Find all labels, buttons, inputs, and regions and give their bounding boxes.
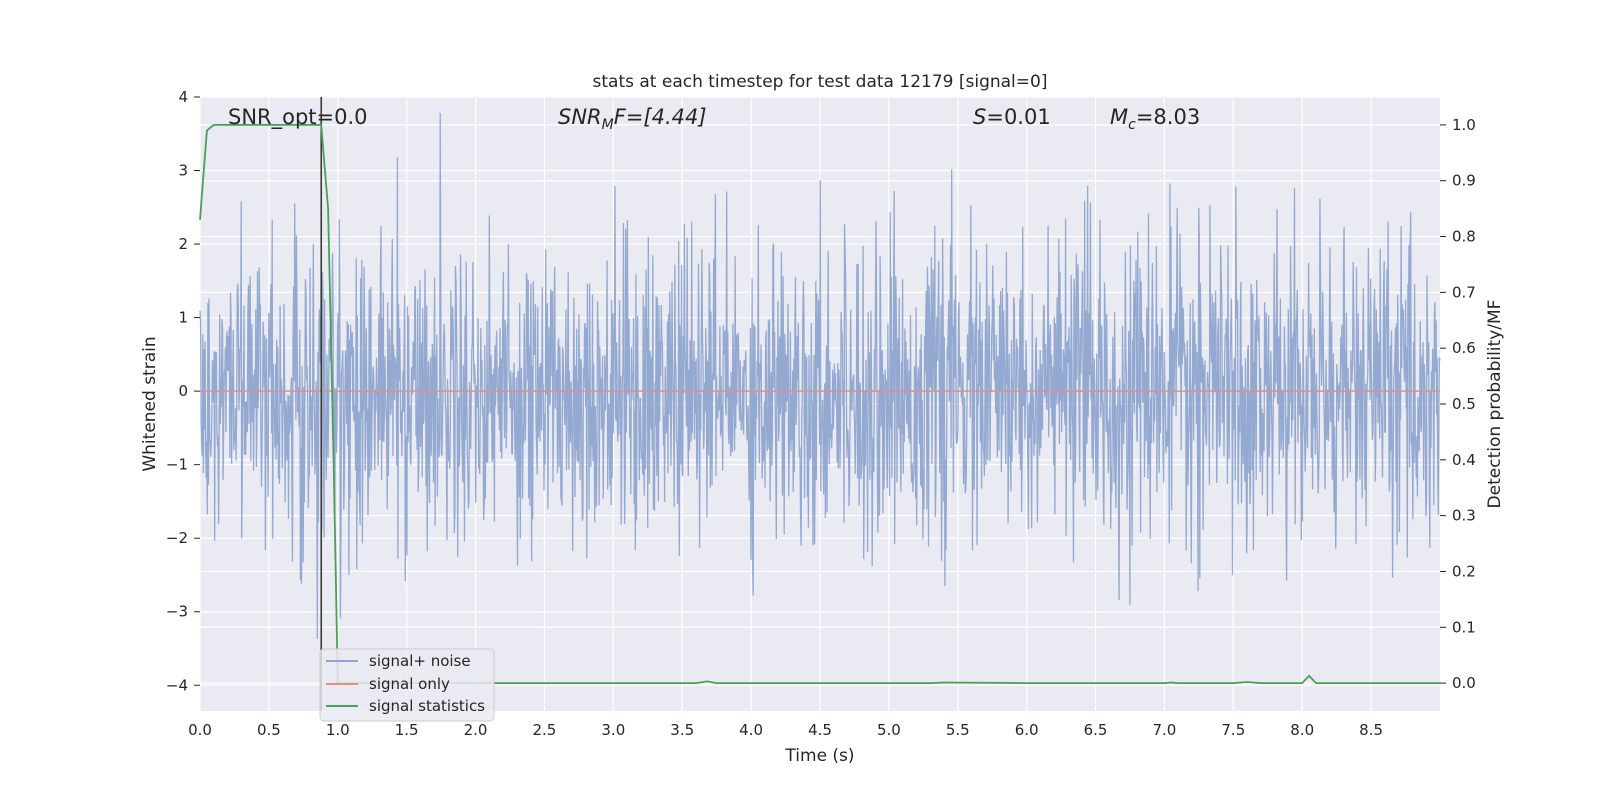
y-tick-label: 3 — [178, 162, 188, 180]
y-tick-label: −2 — [166, 529, 188, 547]
y-tick-labels: 4 3 2 1 0 −1 −2 −3 −4 — [166, 88, 200, 694]
x-tick-label: 7.5 — [1221, 721, 1245, 739]
x-tick-label: 2.0 — [464, 721, 488, 739]
y-axis-label: Whitened strain — [140, 336, 160, 471]
x-tick-label: 6.5 — [1084, 721, 1108, 739]
x-tick-label: 1.0 — [326, 721, 350, 739]
x-tick-label: 0.0 — [188, 721, 212, 739]
right-y-tick-label: 0.3 — [1452, 507, 1476, 525]
legend-box — [319, 648, 495, 722]
right-y-tick-label: 0.8 — [1452, 228, 1476, 246]
x-tick-label: 0.5 — [257, 721, 281, 739]
y-tick-label: 1 — [178, 309, 188, 327]
right-y-tick-label: 0.4 — [1452, 451, 1476, 469]
legend: signal+ noise signal only signal statist… — [319, 648, 495, 722]
right-y-tick-label: 1.0 — [1452, 116, 1476, 134]
right-y-tick-label: 0.7 — [1452, 283, 1476, 301]
x-tick-labels: 0.0 0.5 1.0 1.5 2.0 2.5 3.0 3.5 4.0 4.5 5.0 5.5 6.0 6… — [188, 721, 1383, 739]
right-y-tick-label: 0.2 — [1452, 562, 1476, 580]
x-tick-label: 4.5 — [808, 721, 832, 739]
series-signal-statistics — [199, 124, 1440, 684]
right-y-tick-label: 0.5 — [1452, 395, 1476, 413]
right-y-tick-label: 0.6 — [1452, 339, 1476, 357]
x-tick-label: 2.5 — [533, 721, 557, 739]
legend-label-signal-statistics: signal statistics — [369, 697, 485, 715]
y-tick-label: −1 — [166, 456, 188, 474]
annotation-snr-opt: SNR_opt=0.0 — [228, 105, 368, 130]
signal-plus-noise-trace — [199, 112, 1441, 640]
right-y-tick-label: 0.1 — [1452, 618, 1476, 636]
annotation-s: S=0.01 — [973, 105, 1051, 129]
y-tick-label: −3 — [166, 603, 188, 621]
x-tick-label: 5.0 — [877, 721, 901, 739]
x-tick-label: 5.5 — [946, 721, 970, 739]
x-tick-label: 3.5 — [670, 721, 694, 739]
legend-label-signal-only: signal only — [369, 675, 450, 693]
x-axis-label: Time (s) — [784, 746, 854, 766]
legend-label-signal-plus-noise: signal+ noise — [369, 652, 471, 670]
annotation-snr-mf: SNRMF=[4.44] — [558, 105, 707, 133]
x-tick-label: 4.0 — [739, 721, 763, 739]
right-y-tick-label: 0.0 — [1452, 674, 1476, 692]
x-tick-label: 3.0 — [601, 721, 625, 739]
annotation-mc: Mc=8.03 — [1110, 105, 1200, 133]
y-tick-label: 2 — [178, 235, 188, 253]
right-y-axis-label: Detection probability/MF — [1485, 300, 1505, 509]
right-y-tick-label: 0.9 — [1452, 172, 1476, 190]
x-tick-label: 8.0 — [1290, 721, 1314, 739]
x-tick-label: 7.0 — [1153, 721, 1177, 739]
y-tick-label: 0 — [178, 382, 188, 400]
x-tick-label: 8.5 — [1359, 721, 1383, 739]
y-tick-label: −4 — [166, 676, 188, 694]
chart-title: stats at each timestep for test data 121… — [593, 72, 1048, 92]
y-tick-label: 4 — [178, 88, 188, 106]
x-tick-label: 6.0 — [1015, 721, 1039, 739]
series-signal-plus-noise — [199, 112, 1441, 640]
x-tick-label: 1.5 — [395, 721, 419, 739]
right-y-tick-labels: 1.0 0.9 0.8 0.7 0.6 0.5 0.4 0.3 0.2 0.1 0.0 — [1440, 116, 1476, 692]
